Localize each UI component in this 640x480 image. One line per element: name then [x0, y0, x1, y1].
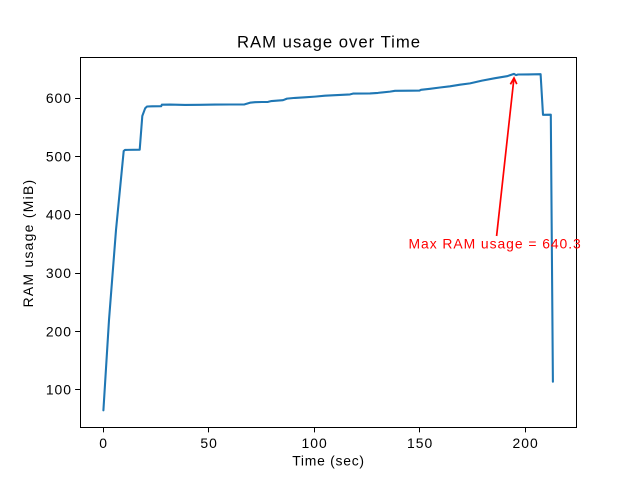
svg-text:200: 200 [513, 435, 539, 451]
svg-text:400: 400 [46, 207, 72, 223]
svg-text:200: 200 [46, 323, 72, 339]
svg-text:150: 150 [407, 435, 433, 451]
svg-text:100: 100 [46, 382, 72, 398]
svg-text:RAM usage (MiB): RAM usage (MiB) [20, 179, 36, 308]
svg-text:500: 500 [46, 148, 72, 164]
svg-text:RAM usage over Time: RAM usage over Time [237, 32, 421, 51]
svg-text:100: 100 [302, 435, 328, 451]
svg-text:300: 300 [46, 265, 72, 281]
svg-text:50: 50 [200, 435, 217, 451]
svg-text:Time (sec): Time (sec) [292, 453, 365, 469]
svg-text:0: 0 [99, 435, 108, 451]
svg-text:600: 600 [46, 90, 72, 106]
svg-text:Max RAM usage = 640.3: Max RAM usage = 640.3 [409, 236, 582, 252]
